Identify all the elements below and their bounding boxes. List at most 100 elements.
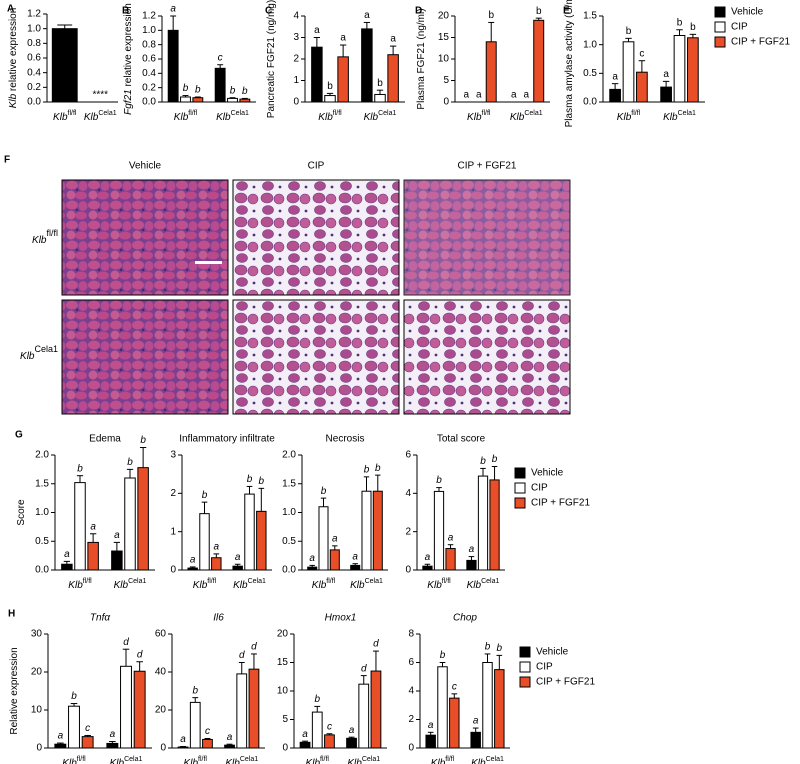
significance-letter: b xyxy=(375,463,381,474)
column-heading: CIP xyxy=(308,161,325,172)
bar xyxy=(387,54,399,103)
x-tick-label-sup: fl/fl xyxy=(326,578,335,585)
x-tick-label-sup: Cela1 xyxy=(128,578,146,585)
x-tick-label: KlbCela1 xyxy=(364,110,397,123)
y-tick-label: 40 xyxy=(155,667,167,678)
y-tick-label: 1.5 xyxy=(583,11,597,22)
panel-letter: A xyxy=(7,4,14,15)
y-tick-label: 4 xyxy=(408,686,414,697)
row-label: KlbCela1 xyxy=(20,344,58,361)
significance-letter: b xyxy=(536,6,542,17)
bar xyxy=(494,669,505,749)
y-tick-label: 1.2 xyxy=(142,11,156,22)
significance-letter: a xyxy=(473,716,479,727)
bar xyxy=(437,666,448,749)
scale-bar xyxy=(195,261,222,264)
x-tick-label: KlbCela1 xyxy=(663,110,696,123)
bar xyxy=(433,490,445,571)
bar xyxy=(489,479,500,571)
legend-swatch xyxy=(714,6,726,18)
y-tick-label: 2.0 xyxy=(282,450,296,461)
significance-letter: b xyxy=(202,490,208,501)
x-tick-label-sup: fl/fl xyxy=(482,110,491,117)
y-tick-label: 20 xyxy=(277,629,289,640)
x-tick-label-base: Klb xyxy=(84,112,99,123)
chart-title: Hmox1 xyxy=(325,613,357,624)
significance-letter: a xyxy=(448,532,454,543)
significance-letter: a xyxy=(352,551,358,562)
significance-letter: a xyxy=(58,731,64,742)
bar xyxy=(244,493,255,571)
x-tick-label-sup: fl/fl xyxy=(333,110,342,117)
legend-swatch xyxy=(714,21,726,33)
significance-letter: a xyxy=(511,90,517,101)
column-heading: Vehicle xyxy=(129,161,162,172)
bar xyxy=(120,665,132,749)
significance-letter: a xyxy=(469,544,475,555)
significance-letter: b xyxy=(242,86,248,97)
histology-panel: F Vehicle CIP CIP + FGF21 Klbfl/fl KlbCe… xyxy=(4,155,571,415)
significance-letter: b xyxy=(377,78,383,89)
x-tick-label-base: Klb xyxy=(110,758,125,764)
legend-label: Vehicle xyxy=(536,647,569,658)
bar xyxy=(211,557,222,571)
y-tick-label: 2 xyxy=(170,488,176,499)
y-axis-label: Relative expression xyxy=(9,647,20,734)
y-tick-label: 0.5 xyxy=(583,68,597,79)
x-tick-label: Klbfl/fl xyxy=(68,578,92,591)
y-tick-label: 0.6 xyxy=(142,54,156,65)
significance-letter: a xyxy=(170,4,176,15)
x-tick-label: Klbfl/fl xyxy=(306,756,330,764)
y-tick-label: 0 xyxy=(293,97,299,108)
significance-letter: b xyxy=(485,642,491,653)
legend-label: CIP + FGF21 xyxy=(531,498,590,509)
y-axis-label-part: Pancreatic FGF21 (ng/mg) xyxy=(266,0,277,118)
bar xyxy=(299,741,311,749)
x-tick-label-sup: fl/fl xyxy=(198,756,207,763)
significance-letter: a xyxy=(332,533,338,544)
y-tick-label: 2 xyxy=(408,714,414,725)
significance-letter: a xyxy=(214,542,220,553)
y-tick-label: 2.0 xyxy=(35,450,49,461)
bar xyxy=(370,670,382,749)
x-tick-label-sup: fl/fl xyxy=(320,756,329,763)
bar xyxy=(192,97,204,103)
bar xyxy=(660,86,672,103)
significance-letter: b xyxy=(327,81,333,92)
significance-letter: a xyxy=(425,552,431,563)
bar xyxy=(346,737,357,749)
significance-letter: b xyxy=(497,643,503,654)
legend-swatch xyxy=(514,467,526,479)
x-tick-label-sup: fl/fl xyxy=(77,756,86,763)
significance-letter: d xyxy=(361,663,367,674)
x-tick-label: Klbfl/fl xyxy=(184,756,208,764)
x-tick-label-base: Klb xyxy=(312,580,327,591)
significance-letter: c xyxy=(452,681,457,692)
significance-letter: b xyxy=(690,22,696,33)
x-tick-label-base: Klb xyxy=(318,112,333,123)
bar xyxy=(167,29,179,103)
y-tick-label: 0 xyxy=(36,743,42,754)
legend-swatch xyxy=(514,497,526,509)
bar xyxy=(232,565,243,571)
y-tick-label: 3 xyxy=(170,450,176,461)
significance-letter: a xyxy=(235,552,241,563)
x-tick-label: KlbCela1 xyxy=(471,756,504,764)
significance-letter: a xyxy=(309,553,315,564)
y-tick-label: 1.0 xyxy=(282,507,296,518)
chart-title: Edema xyxy=(89,434,121,445)
panel-letter: D xyxy=(415,6,422,17)
significance-letter: **** xyxy=(92,90,108,101)
significance-letter: b xyxy=(321,486,327,497)
x-tick-label: Klbfl/fl xyxy=(53,110,77,123)
x-tick-label-base: Klb xyxy=(467,580,482,591)
x-tick-label-sup: fl/fl xyxy=(207,578,216,585)
row-label-sup: Cela1 xyxy=(34,344,58,354)
x-tick-label-sup: fl/fl xyxy=(442,578,451,585)
y-axis-label-part: Plasma FGF21 (ng/ml) xyxy=(416,8,427,109)
x-tick-label-base: Klb xyxy=(174,112,189,123)
significance-letter: d xyxy=(123,637,129,648)
bar xyxy=(137,467,149,571)
bar xyxy=(482,662,493,749)
